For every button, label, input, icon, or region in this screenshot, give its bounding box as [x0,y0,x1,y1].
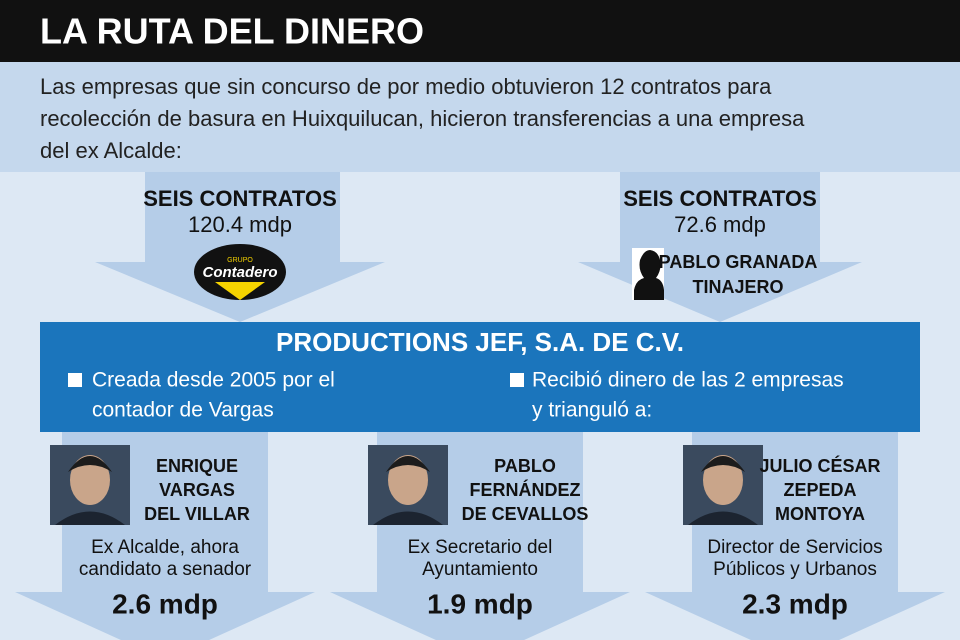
intro-line: recolección de basura en Huixquilucan, h… [40,106,805,131]
photo-face [70,455,110,505]
recipient-name: DEL VILLAR [144,504,250,524]
logo [194,244,286,300]
recipient-name: PABLO [494,456,556,476]
title: LA RUTA DEL DINERO [40,11,424,52]
silhouette [634,250,664,300]
company-name: PRODUCTIONS JEF, S.A. DE C.V. [276,327,684,357]
bullet [68,373,82,387]
bullet-text: Recibió dinero de las 2 empresas [532,369,844,392]
recipient-name: FERNÁNDEZ [470,479,581,500]
logo-name: Contadero [203,264,278,281]
intro-line: Las empresas que sin concurso de por med… [40,74,772,99]
recipient-description: Ayuntamiento [422,559,538,580]
photo-suit [55,511,125,525]
recipient-name: ENRIQUE [156,456,238,476]
source-amount: 72.6 mdp [674,212,766,237]
recipient-name: JULIO CÉSAR [759,455,880,476]
recipient-description: Ex Alcalde, ahora [91,537,239,558]
recipient-name: DE CEVALLOS [462,504,589,524]
recipient-description: Públicos y Urbanos [713,559,877,580]
intro-line: del ex Alcalde: [40,138,182,163]
recipients: ENRIQUE VARGAS DEL VILLAR Ex Alcalde, ahora… [50,445,883,619]
photo-face [388,455,428,505]
recipient-name: VARGAS [159,480,235,500]
source-name: PABLO GRANADA [659,252,818,272]
recipient-description: Director de Servicios [707,537,882,558]
photo-suit [688,511,758,525]
bullet [510,373,524,387]
bullet-text: y trianguló a: [532,399,652,422]
source-name: TINAJERO [692,277,783,297]
photo-face [703,455,743,505]
bullet-text: contador de Vargas [92,399,274,422]
source-amount: 120.4 mdp [188,212,292,237]
photo-hair [68,456,112,472]
bullet-text: Creada desde 2005 por el [92,369,335,392]
header-bar [0,0,960,62]
photo-hair [386,456,430,472]
recipient-amount: 2.6 mdp [112,588,218,619]
recipient-description: Ex Secretario del [408,537,553,558]
source-heading: SEIS CONTRATOS [623,186,817,211]
recipient-name: ZEPEDA [783,480,856,500]
intro-band [0,62,960,172]
logo-small: GRUPO [227,257,253,264]
recipient-description: candidato a senador [79,559,252,580]
logo-triangle [215,282,265,300]
company-box [40,322,920,432]
source-heading: SEIS CONTRATOS [143,186,337,211]
photo-hair [701,456,745,472]
recipient-amount: 1.9 mdp [427,588,533,619]
photo-suit [373,511,443,525]
recipient-name: MONTOYA [775,504,865,524]
recipient-amount: 2.3 mdp [742,588,848,619]
